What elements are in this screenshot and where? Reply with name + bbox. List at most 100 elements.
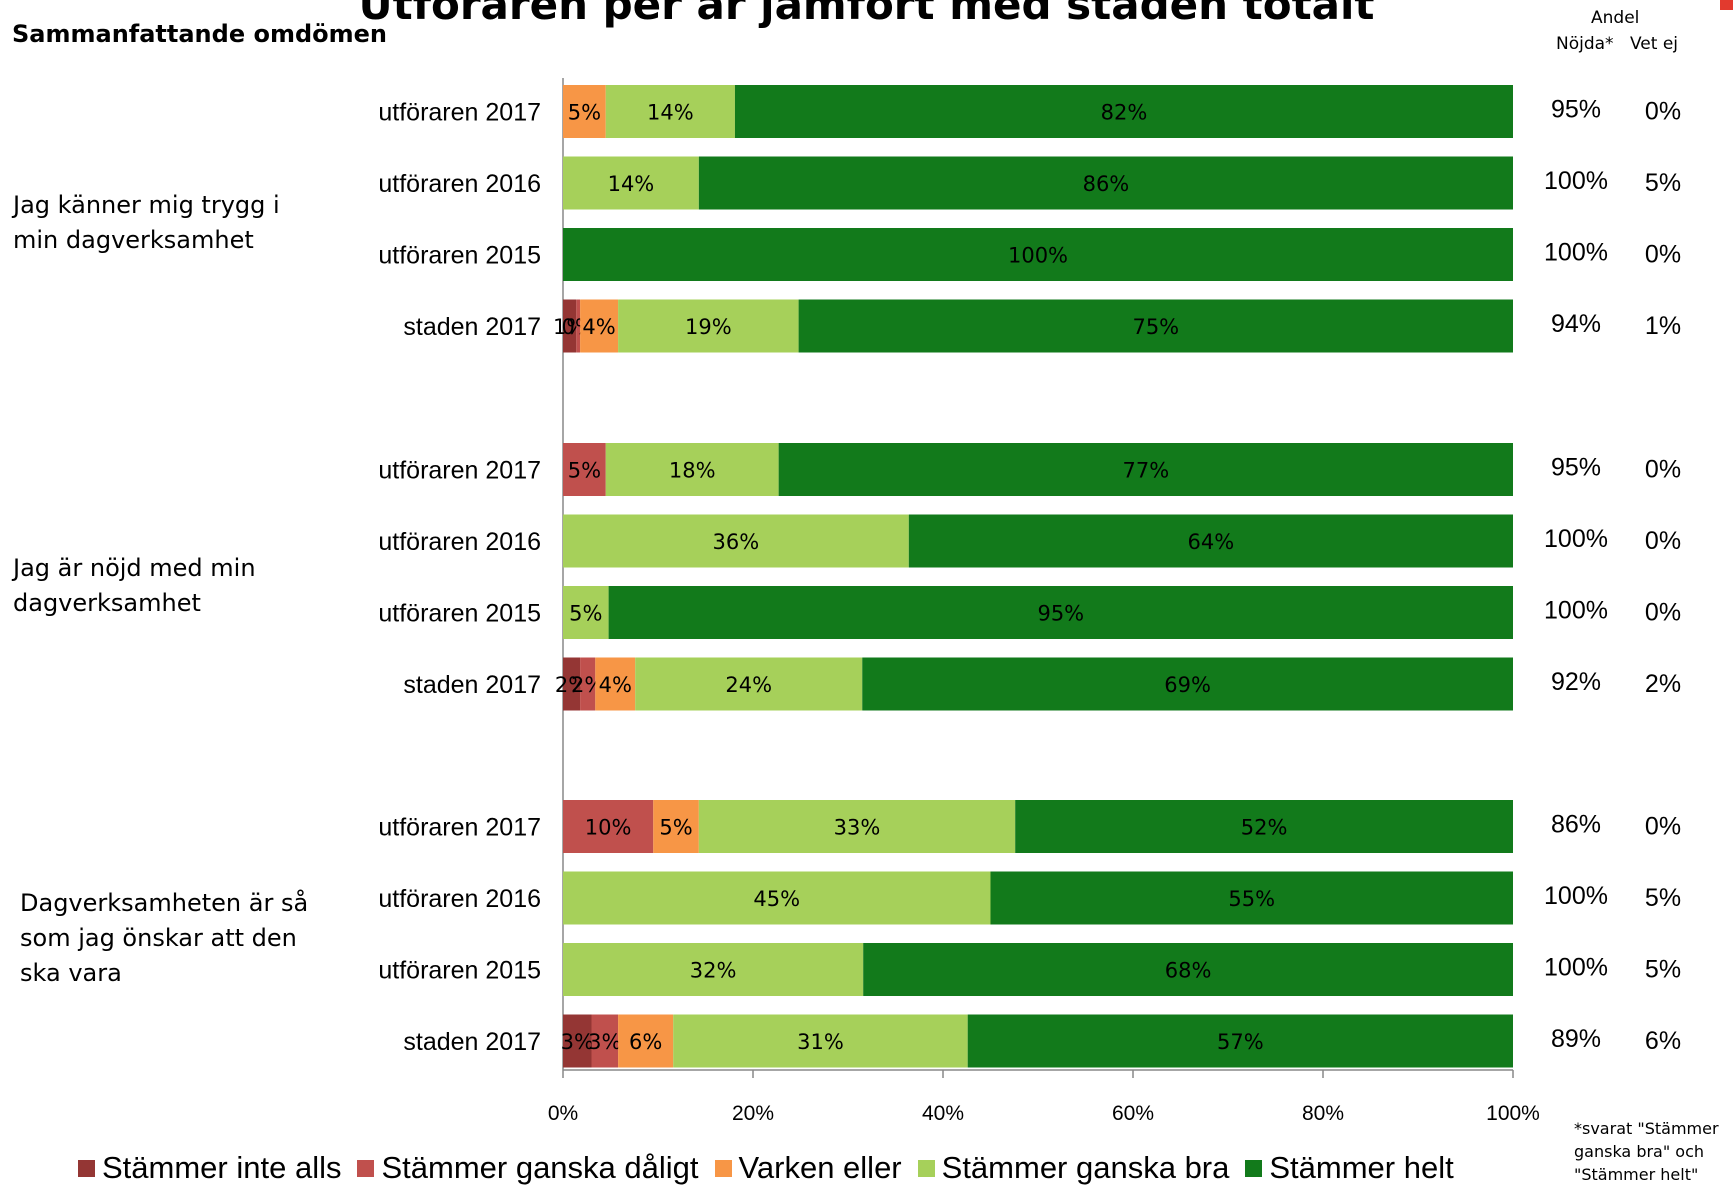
bar-segment bbox=[563, 443, 606, 496]
vet-ej-value: 5% bbox=[1645, 956, 1681, 984]
bar-segment bbox=[563, 156, 699, 210]
vet-ej-value: 2% bbox=[1645, 670, 1681, 698]
footnote: *svarat "Stämmer ganska bra" och "Stämme… bbox=[1574, 1119, 1719, 1184]
data-label: 31% bbox=[797, 1030, 844, 1054]
data-label: 69% bbox=[1164, 673, 1211, 697]
data-label: 32% bbox=[690, 959, 737, 983]
x-tick-label: 40% bbox=[922, 1102, 964, 1125]
category-label: utföraren 2015 bbox=[378, 957, 541, 985]
data-label: 3% bbox=[588, 1030, 621, 1054]
bar-segment bbox=[580, 657, 596, 711]
data-label: 52% bbox=[1241, 816, 1288, 840]
data-label: 3% bbox=[561, 1030, 594, 1054]
bar-segment bbox=[863, 943, 1513, 996]
data-label: 10% bbox=[585, 816, 632, 840]
bar-segment bbox=[990, 871, 1513, 925]
data-label: 14% bbox=[608, 172, 655, 196]
legend-swatch bbox=[78, 1159, 95, 1177]
legend-item-helt: Stämmer helt bbox=[1245, 1150, 1454, 1186]
bar-segment bbox=[618, 1014, 674, 1068]
legend-item-ganska-daligt: Stämmer ganska dåligt bbox=[357, 1150, 699, 1186]
vet-ej-value: 0% bbox=[1645, 456, 1681, 484]
vet-ej-value: 0% bbox=[1645, 98, 1681, 126]
legend-item-inte-alls: Stämmer inte alls bbox=[78, 1150, 341, 1186]
bar-segment bbox=[576, 299, 581, 353]
bar-segment bbox=[673, 1014, 968, 1068]
data-label: 4% bbox=[599, 673, 632, 697]
category-label: utföraren 2015 bbox=[378, 600, 541, 628]
group-label-2: Jag är nöjd med min dagverksamhet bbox=[13, 554, 256, 617]
chart-title: Utföraren per år jämfört med staden tota… bbox=[358, 0, 1375, 29]
nojda-value: 100% bbox=[1544, 525, 1608, 553]
legend-label: Varken eller bbox=[738, 1150, 902, 1185]
chart-legend: Stämmer inte alls Stämmer ganska dåligt … bbox=[78, 1150, 1454, 1186]
nojda-value: 86% bbox=[1551, 811, 1601, 839]
legend-swatch bbox=[714, 1159, 732, 1177]
nojda-value: 100% bbox=[1544, 597, 1608, 625]
data-label: 77% bbox=[1122, 459, 1169, 483]
data-label: 82% bbox=[1101, 101, 1148, 125]
category-label: staden 2017 bbox=[403, 671, 541, 699]
nojda-value: 100% bbox=[1544, 954, 1608, 982]
bar-segment bbox=[653, 800, 699, 853]
nojda-value: 95% bbox=[1551, 96, 1601, 124]
data-label: 64% bbox=[1188, 530, 1235, 554]
data-label: 4% bbox=[582, 315, 615, 339]
bar-segment bbox=[563, 943, 864, 996]
x-tick-label: 0% bbox=[548, 1102, 578, 1125]
group-label-3: Dagverksamheten är så som jag önskar att… bbox=[20, 889, 309, 987]
header-nojda: Nöjda* bbox=[1556, 34, 1614, 54]
legend-item-ganska-bra: Stämmer ganska bra bbox=[917, 1150, 1229, 1186]
bar-segment bbox=[563, 85, 606, 138]
data-label: 24% bbox=[725, 673, 772, 697]
bar-segment bbox=[798, 299, 1513, 353]
vet-ej-value: 5% bbox=[1645, 884, 1681, 912]
data-label: 55% bbox=[1228, 887, 1275, 911]
bar-segment bbox=[563, 586, 609, 639]
category-label: staden 2017 bbox=[403, 313, 541, 341]
legend-label: Stämmer helt bbox=[1269, 1150, 1454, 1185]
bar-segment bbox=[563, 299, 577, 353]
category-label: utföraren 2016 bbox=[378, 528, 541, 556]
nojda-value: 100% bbox=[1544, 167, 1608, 195]
legend-label: Stämmer inte alls bbox=[102, 1150, 342, 1185]
header-vet-ej: Vet ej bbox=[1630, 34, 1679, 54]
data-label: 68% bbox=[1165, 959, 1212, 983]
data-label: 6% bbox=[629, 1030, 662, 1054]
nojda-value: 95% bbox=[1551, 454, 1601, 482]
category-label: utföraren 2016 bbox=[378, 170, 541, 198]
nojda-value: 100% bbox=[1544, 239, 1608, 267]
data-label: 5% bbox=[568, 459, 601, 483]
legend-swatch bbox=[1245, 1159, 1263, 1177]
vet-ej-value: 1% bbox=[1645, 312, 1681, 340]
data-label: 36% bbox=[713, 530, 760, 554]
bar-segment bbox=[698, 800, 1016, 853]
bar-segment bbox=[908, 514, 1513, 568]
data-label: 57% bbox=[1217, 1030, 1264, 1054]
vet-ej-value: 5% bbox=[1645, 169, 1681, 197]
data-label: 100% bbox=[1008, 244, 1068, 268]
legend-swatch bbox=[917, 1159, 935, 1177]
bar-segment bbox=[618, 299, 799, 353]
nojda-value: 94% bbox=[1551, 310, 1601, 338]
bar-segment bbox=[595, 657, 636, 711]
data-label: 5% bbox=[569, 602, 602, 626]
vet-ej-value: 6% bbox=[1645, 1027, 1681, 1055]
header-andel: Andel bbox=[1591, 8, 1640, 28]
vet-ej-value: 0% bbox=[1645, 241, 1681, 269]
data-label: 45% bbox=[753, 887, 800, 911]
category-label: utföraren 2017 bbox=[378, 457, 541, 485]
bar-segment bbox=[605, 85, 735, 138]
bar-segment bbox=[605, 443, 779, 496]
data-label: 5% bbox=[568, 101, 601, 125]
bar-segment bbox=[608, 586, 1513, 639]
bar-segment bbox=[580, 299, 619, 353]
vet-ej-value: 0% bbox=[1645, 813, 1681, 841]
red-corner-mark bbox=[1720, 0, 1733, 10]
nojda-value: 89% bbox=[1551, 1025, 1601, 1053]
category-label: utföraren 2015 bbox=[378, 242, 541, 270]
legend-item-varken-eller: Varken eller bbox=[714, 1150, 902, 1186]
bar-segment bbox=[563, 871, 991, 925]
category-label: utföraren 2016 bbox=[378, 885, 541, 913]
x-tick-label: 20% bbox=[732, 1102, 774, 1125]
